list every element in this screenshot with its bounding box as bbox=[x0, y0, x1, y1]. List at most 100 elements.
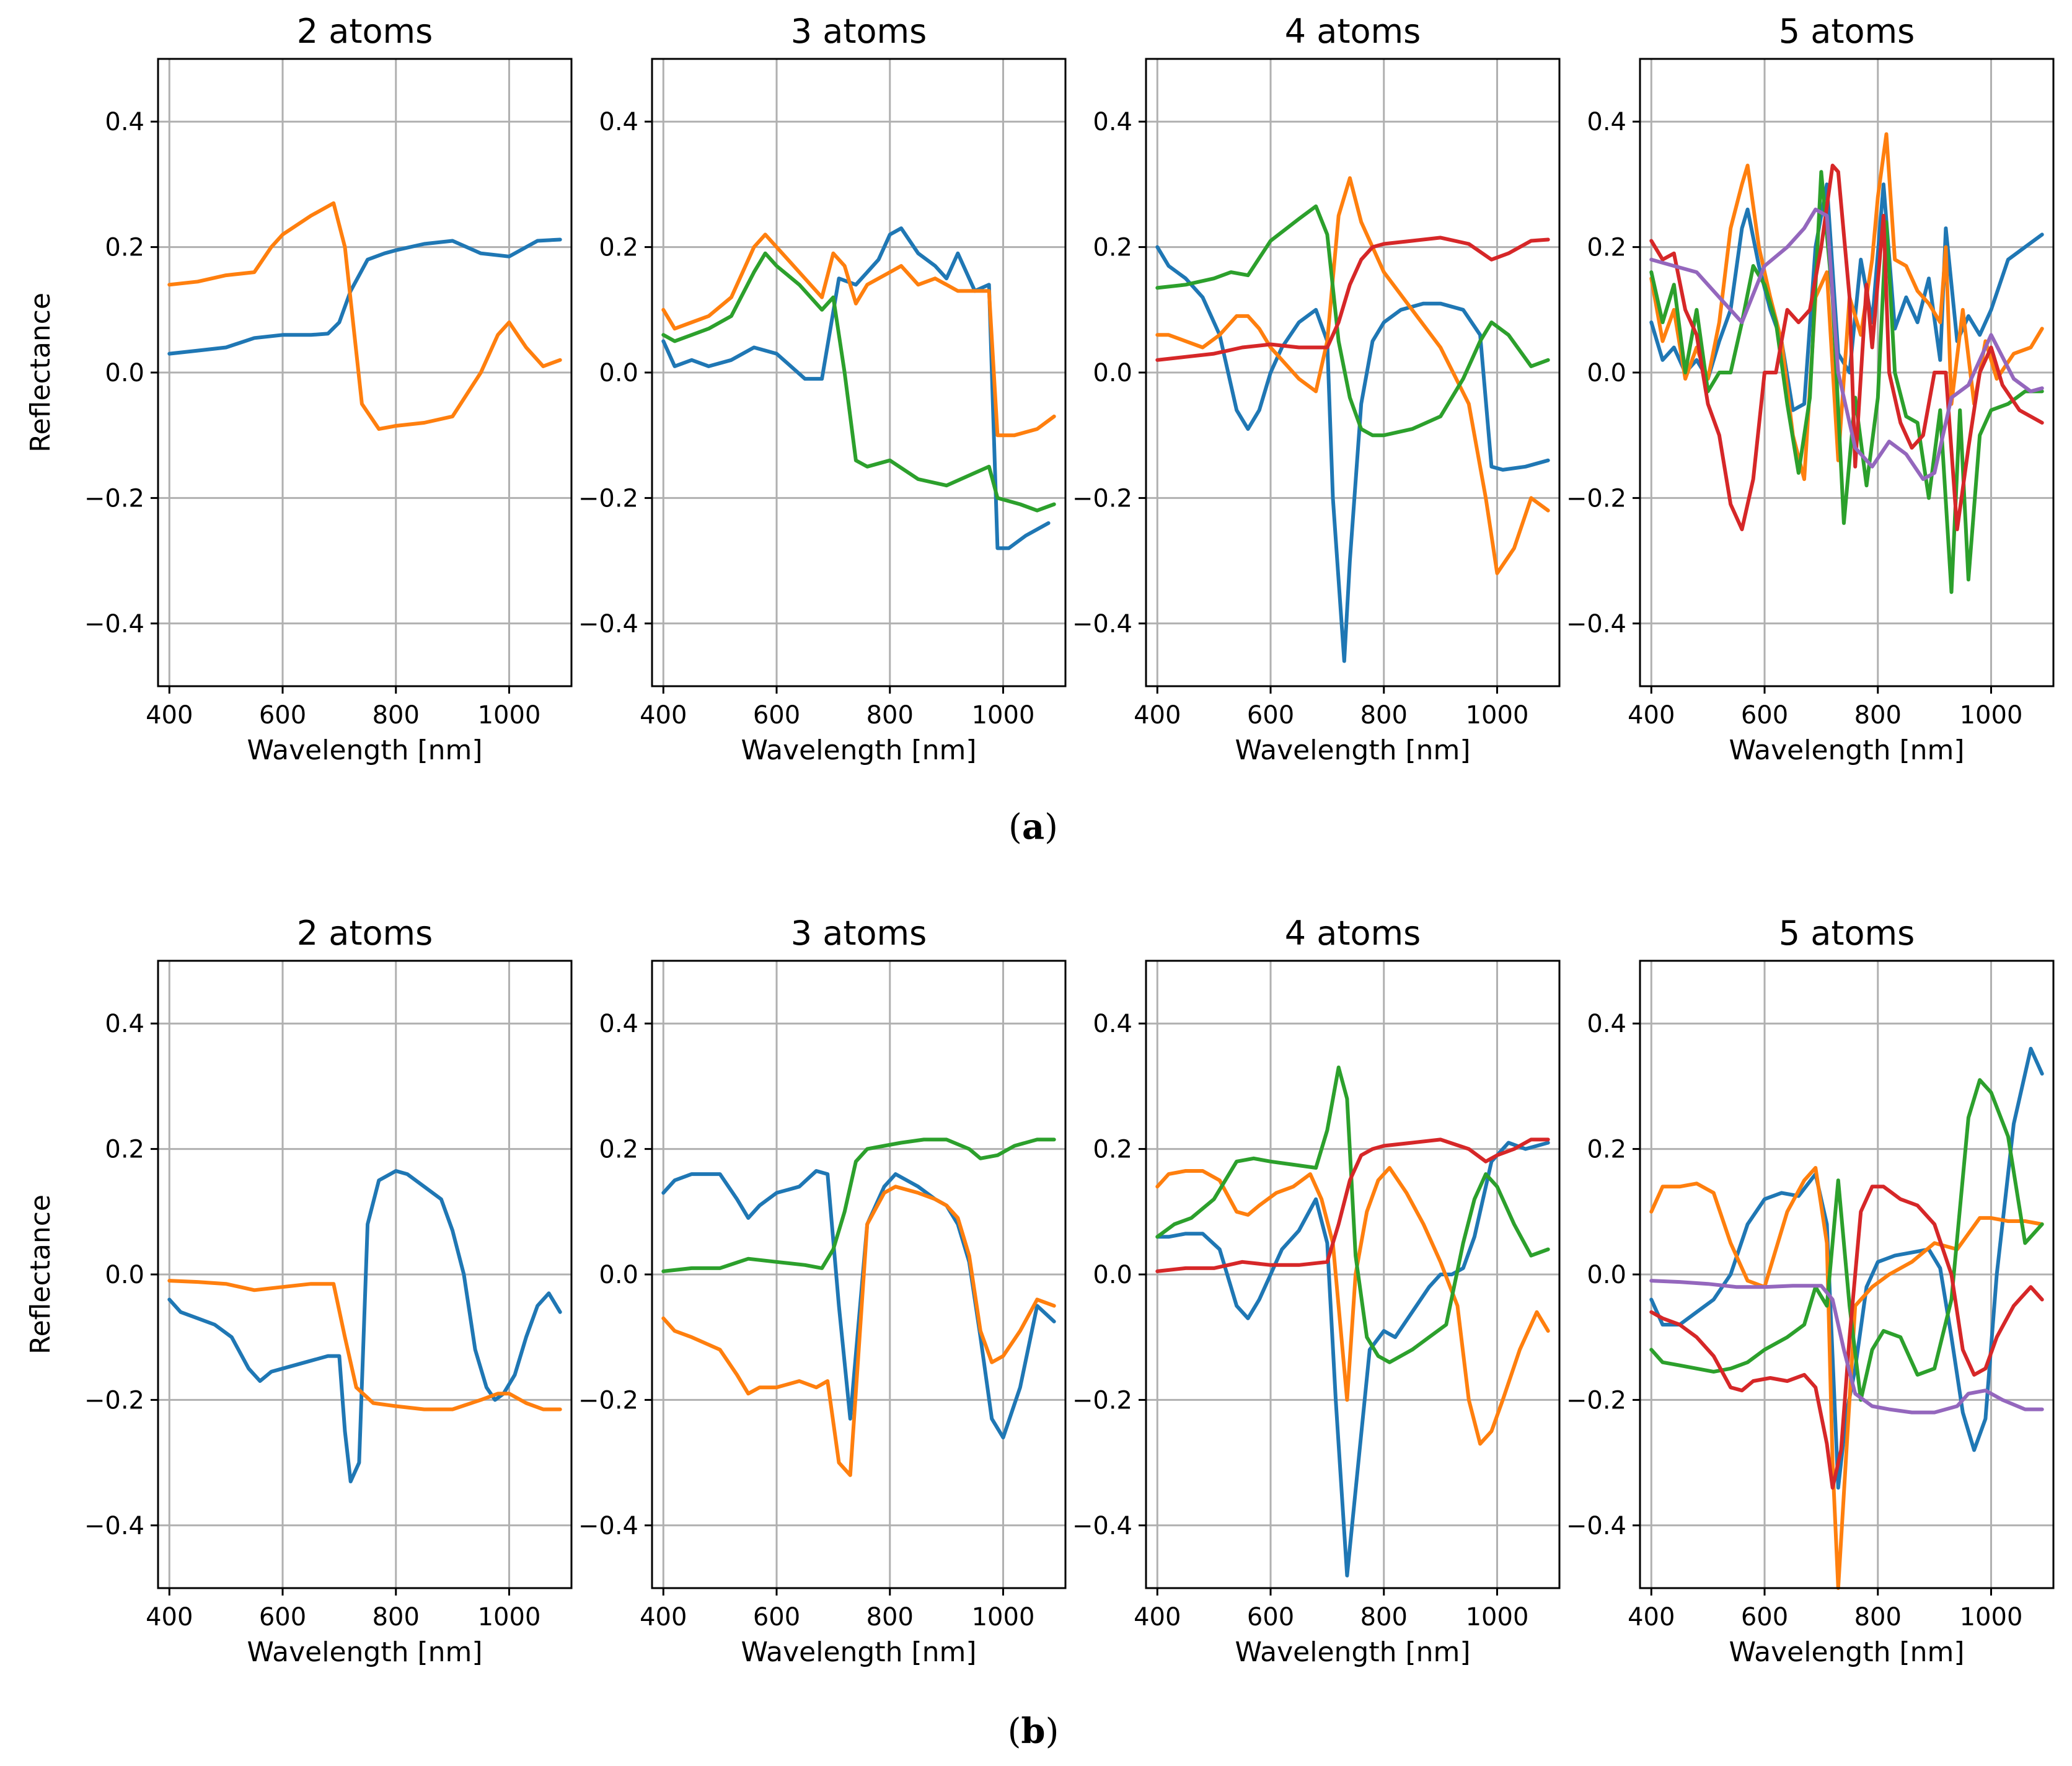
series-line-1 bbox=[661, 1169, 1056, 1440]
x-axis-label: Wavelength [nm] bbox=[247, 1636, 482, 1668]
series-line-3 bbox=[1155, 204, 1550, 438]
series-line-3 bbox=[1649, 170, 2044, 594]
y-tick-label: 0.4 bbox=[599, 108, 638, 136]
y-tick-label: −0.4 bbox=[578, 610, 638, 638]
y-tick-label: 0.4 bbox=[1587, 108, 1626, 136]
series-line-1 bbox=[1155, 1141, 1550, 1578]
caption-a: (a) bbox=[1008, 806, 1058, 847]
x-axis-label: Wavelength [nm] bbox=[741, 735, 976, 766]
y-tick-label: 0.4 bbox=[105, 108, 144, 136]
x-tick-label: 1000 bbox=[1960, 701, 2023, 730]
y-tick-label: 0.4 bbox=[1587, 1010, 1626, 1038]
series-line-3 bbox=[661, 1137, 1056, 1273]
y-tick-label: −0.2 bbox=[578, 1386, 638, 1415]
caption-b-letter: b bbox=[1021, 1711, 1045, 1752]
y-tick-label: −0.4 bbox=[578, 1512, 638, 1540]
series-line-1 bbox=[167, 237, 562, 356]
series-line-4 bbox=[1649, 1185, 2044, 1490]
x-tick-label: 600 bbox=[1741, 701, 1788, 730]
panel-title: 5 atoms bbox=[1779, 914, 1915, 953]
series-line-4 bbox=[1649, 164, 2044, 531]
y-tick-label: −0.2 bbox=[1566, 484, 1626, 513]
y-tick-label: −0.4 bbox=[1072, 1512, 1132, 1540]
y-tick-label: 0.2 bbox=[599, 234, 638, 262]
x-tick-label: 1000 bbox=[1466, 701, 1529, 730]
y-tick-label: 0.0 bbox=[105, 1261, 144, 1289]
x-axis-label: Wavelength [nm] bbox=[1729, 735, 1964, 766]
panel-a-2-atoms: 400 600 800 1000 −0.4 −0.2 0.0 0.2 0.4 2 atoms Wav… bbox=[25, 12, 573, 766]
series-line-2 bbox=[1155, 176, 1550, 575]
x-tick-label: 400 bbox=[640, 701, 687, 730]
y-tick-label: −0.4 bbox=[1566, 1512, 1626, 1540]
series-line-1 bbox=[1649, 1046, 2044, 1490]
y-tick-label: 0.2 bbox=[105, 1136, 144, 1164]
x-tick-label: 1000 bbox=[972, 701, 1035, 730]
x-tick-label: 600 bbox=[753, 1603, 800, 1631]
x-tick-label: 800 bbox=[866, 1603, 914, 1631]
chart-panels: 400 600 800 1000 −0.4 −0.2 0.0 0.2 0.4 2 atoms Wav… bbox=[25, 12, 2055, 1668]
x-axis-label: Wavelength [nm] bbox=[247, 735, 482, 766]
series-line-3 bbox=[1649, 1078, 2044, 1402]
y-tick-label: 0.2 bbox=[1093, 1136, 1132, 1164]
y-tick-label: 0.0 bbox=[599, 359, 638, 387]
y-tick-label: −0.4 bbox=[84, 610, 144, 638]
x-tick-label: 400 bbox=[1134, 1603, 1181, 1631]
y-axis-label: Reflectance bbox=[25, 293, 56, 453]
y-tick-label: 0.0 bbox=[105, 359, 144, 387]
y-tick-label: 0.4 bbox=[105, 1010, 144, 1038]
x-axis-label: Wavelength [nm] bbox=[741, 1636, 976, 1668]
panel-b-5-atoms: 400 600 800 1000 −0.4 −0.2 0.0 0.2 0.4 5 atoms Wav… bbox=[1566, 914, 2055, 1668]
y-axis-label: Reflectance bbox=[25, 1194, 56, 1354]
panel-a-3-atoms: 400 600 800 1000 −0.4 −0.2 0.0 0.2 0.4 3 atoms Wav… bbox=[578, 12, 1067, 766]
x-tick-label: 600 bbox=[753, 701, 800, 730]
x-tick-label: 400 bbox=[146, 1603, 193, 1631]
x-tick-label: 800 bbox=[373, 1603, 420, 1631]
series-line-2 bbox=[1155, 1166, 1550, 1446]
series-line-2 bbox=[661, 1185, 1056, 1477]
x-tick-label: 400 bbox=[640, 1603, 687, 1631]
series-line-2 bbox=[167, 1279, 562, 1411]
x-tick-label: 600 bbox=[1247, 1603, 1294, 1631]
y-tick-label: 0.2 bbox=[599, 1136, 638, 1164]
y-tick-label: 0.4 bbox=[599, 1010, 638, 1038]
x-tick-label: 800 bbox=[1854, 1603, 1902, 1631]
x-tick-label: 400 bbox=[1628, 1603, 1675, 1631]
panel-title: 2 atoms bbox=[297, 12, 433, 51]
series-line-1 bbox=[167, 1169, 562, 1483]
y-tick-label: −0.2 bbox=[1566, 1386, 1626, 1415]
y-tick-label: 0.0 bbox=[599, 1261, 638, 1289]
y-tick-label: 0.2 bbox=[1093, 234, 1132, 262]
panel-title: 4 atoms bbox=[1285, 914, 1421, 953]
x-tick-label: 400 bbox=[146, 701, 193, 730]
panel-title: 3 atoms bbox=[791, 914, 927, 953]
y-tick-label: −0.4 bbox=[1072, 610, 1132, 638]
series-line-2 bbox=[167, 201, 562, 431]
panel-title: 4 atoms bbox=[1285, 12, 1421, 51]
x-axis-label: Wavelength [nm] bbox=[1235, 735, 1470, 766]
y-tick-label: 0.2 bbox=[1587, 234, 1626, 262]
series-line-5 bbox=[1649, 207, 2044, 481]
x-tick-label: 600 bbox=[259, 1603, 306, 1631]
series-line-3 bbox=[1155, 1066, 1550, 1364]
panel-a-4-atoms: 400 600 800 1000 −0.4 −0.2 0.0 0.2 0.4 4 atoms Wav… bbox=[1072, 12, 1561, 766]
y-tick-label: −0.2 bbox=[84, 484, 144, 513]
panel-title: 5 atoms bbox=[1779, 12, 1915, 51]
x-tick-label: 800 bbox=[866, 701, 914, 730]
y-tick-label: 0.0 bbox=[1093, 359, 1132, 387]
x-tick-label: 800 bbox=[1854, 701, 1902, 730]
y-tick-label: 0.0 bbox=[1587, 1261, 1626, 1289]
panel-title: 2 atoms bbox=[297, 914, 433, 953]
panel-title: 3 atoms bbox=[791, 12, 927, 51]
series-line-3 bbox=[661, 251, 1056, 513]
x-axis-label: Wavelength [nm] bbox=[1235, 1636, 1470, 1668]
y-tick-label: −0.2 bbox=[1072, 484, 1132, 513]
y-tick-label: −0.4 bbox=[1566, 610, 1626, 638]
x-tick-label: 1000 bbox=[1466, 1603, 1529, 1631]
x-tick-label: 600 bbox=[1741, 1603, 1788, 1631]
series-line-2 bbox=[1649, 1166, 2044, 1590]
series-line-2 bbox=[661, 232, 1056, 438]
x-tick-label: 400 bbox=[1628, 701, 1675, 730]
panel-a-5-atoms: 400 600 800 1000 −0.4 −0.2 0.0 0.2 0.4 5 atoms Wav… bbox=[1566, 12, 2055, 766]
series-line-4 bbox=[1155, 236, 1550, 362]
